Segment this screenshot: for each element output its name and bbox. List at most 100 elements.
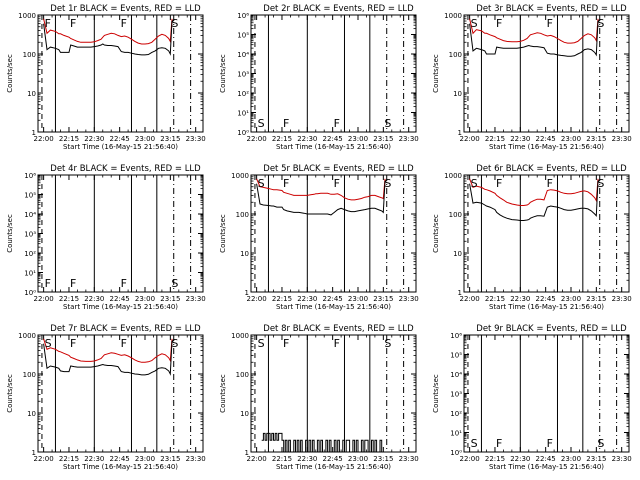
x-tick-label: 22:00 (34, 295, 54, 303)
x-tick-label: 22:45 (536, 135, 556, 143)
y-tick-label: 10⁶ (237, 12, 249, 20)
panel-title: Det 1r BLACK = Events, RED = LLD (50, 4, 201, 14)
x-tick-label: 23:15 (586, 455, 606, 463)
x-tick-label: 22:15 (272, 135, 292, 143)
x-tick-label: 22:00 (34, 135, 54, 143)
lld-rate-line (43, 18, 173, 45)
y-axis-label: Counts/sec (219, 54, 227, 93)
x-tick-label: 23:00 (135, 135, 155, 143)
plot-frame (463, 334, 630, 453)
sun-marker-label: S (171, 277, 178, 290)
panel-title: Det 7r BLACK = Events, RED = LLD (50, 324, 201, 334)
y-tick-label: 10² (450, 410, 462, 418)
y-axis-label: Counts/sec (6, 374, 14, 413)
x-tick-label: 23:15 (373, 135, 393, 143)
sun-marker-label: F (547, 437, 553, 450)
lld-rate-line (256, 178, 386, 201)
sun-marker-label: S (171, 337, 178, 350)
y-tick-label: 10¹ (237, 110, 249, 118)
x-tick-label: 22:15 (59, 295, 79, 303)
y-tick-label: 1000 (231, 332, 249, 340)
x-tick-label: 22:00 (460, 135, 480, 143)
detector-panel-4: Det 4r BLACK = Events, RED = LLD 10⁰ 10¹ 10… (6, 164, 206, 311)
x-tick-label: 23:15 (160, 455, 180, 463)
y-axis-label: Counts/sec (6, 214, 14, 253)
y-tick-label: 100 (236, 371, 249, 379)
x-tick-label: 23:30 (399, 455, 419, 463)
y-tick-label: 10 (240, 410, 249, 418)
y-tick-label: 1 (458, 129, 462, 137)
x-tick-label: 22:45 (536, 295, 556, 303)
sun-marker-label: S (384, 117, 391, 130)
y-tick-label: 10² (24, 250, 36, 258)
sun-marker-label: S (597, 177, 604, 190)
x-tick-label: 23:15 (373, 295, 393, 303)
plot-frame (250, 174, 417, 293)
y-tick-label: 10³ (450, 391, 462, 399)
sun-marker-label: S (471, 437, 478, 450)
y-tick-label: 100 (23, 371, 36, 379)
detector-panel-3: Det 3r BLACK = Events, RED = LLD 1 10 100 10… (432, 4, 632, 151)
y-tick-label: 10 (453, 250, 462, 258)
sun-marker-label: F (547, 177, 553, 190)
x-tick-label: 23:30 (612, 455, 632, 463)
detector-panel-5: Det 5r BLACK = Events, RED = LLD 1 10 100 10… (219, 164, 419, 311)
detector-panel-2: Det 2r BLACK = Events, RED = LLD 10⁰ 10¹ 10… (219, 4, 419, 151)
sun-marker-label: S (471, 17, 478, 30)
panel-title: Det 3r BLACK = Events, RED = LLD (476, 4, 627, 14)
x-tick-label: 22:30 (84, 455, 104, 463)
event-rate-line (43, 340, 173, 376)
panel-title: Det 8r BLACK = Events, RED = LLD (263, 324, 414, 334)
x-tick-label: 23:15 (586, 295, 606, 303)
x-tick-label: 22:00 (460, 295, 480, 303)
detector-panel-6: Det 6r BLACK = Events, RED = LLD 1 10 100 10… (432, 164, 632, 311)
y-axis-label: Counts/sec (432, 214, 440, 253)
x-tick-label: 22:45 (536, 455, 556, 463)
sun-marker-label: F (547, 17, 553, 30)
y-tick-label: 100 (449, 51, 462, 59)
x-axis-label: Start Time (16-May-15 21:56:40) (489, 143, 604, 151)
sun-marker-label: F (496, 177, 502, 190)
x-tick-label: 23:00 (348, 455, 368, 463)
detector-panel-9: Det 9r BLACK = Events, RED = LLD 10⁰ 10¹ 10… (432, 324, 632, 471)
lld-rate-line (43, 338, 173, 363)
y-tick-label: 1 (245, 289, 249, 297)
x-axis-label: Start Time (16-May-15 21:56:40) (276, 143, 391, 151)
x-tick-label: 22:15 (485, 135, 505, 143)
y-tick-label: 1000 (444, 12, 462, 20)
sun-marker-label: F (496, 17, 502, 30)
x-tick-label: 22:30 (84, 135, 104, 143)
x-tick-label: 22:30 (510, 455, 530, 463)
panel-title: Det 9r BLACK = Events, RED = LLD (476, 324, 627, 334)
lld-rate-line (469, 18, 599, 44)
y-tick-label: 100 (449, 211, 462, 219)
lld-rate-line (469, 178, 599, 206)
y-tick-label: 10³ (24, 231, 36, 239)
y-tick-label: 10¹ (450, 430, 462, 438)
x-tick-label: 22:45 (323, 295, 343, 303)
x-tick-label: 22:15 (59, 455, 79, 463)
y-tick-label: 10⁵ (237, 32, 249, 40)
y-tick-label: 10² (237, 90, 249, 98)
event-rate-line (261, 432, 384, 453)
y-tick-label: 1000 (18, 12, 36, 20)
x-axis-label: Start Time (16-May-15 21:56:40) (63, 303, 178, 311)
sun-marker-label: S (45, 337, 52, 350)
x-tick-label: 23:00 (348, 295, 368, 303)
x-tick-label: 22:45 (323, 135, 343, 143)
x-tick-label: 22:15 (485, 455, 505, 463)
sun-marker-label: F (334, 117, 340, 130)
sun-marker-label: F (334, 177, 340, 190)
x-tick-label: 23:00 (135, 455, 155, 463)
x-axis-label: Start Time (16-May-15 21:56:40) (63, 463, 178, 471)
y-tick-label: 10 (27, 90, 36, 98)
sun-marker-label: F (283, 337, 289, 350)
x-tick-label: 22:15 (59, 135, 79, 143)
y-tick-label: 1 (458, 289, 462, 297)
event-rate-line (43, 20, 173, 56)
x-tick-label: 23:00 (135, 295, 155, 303)
sun-marker-label: F (121, 17, 127, 30)
panel-title: Det 6r BLACK = Events, RED = LLD (476, 164, 627, 174)
x-tick-label: 22:30 (510, 295, 530, 303)
